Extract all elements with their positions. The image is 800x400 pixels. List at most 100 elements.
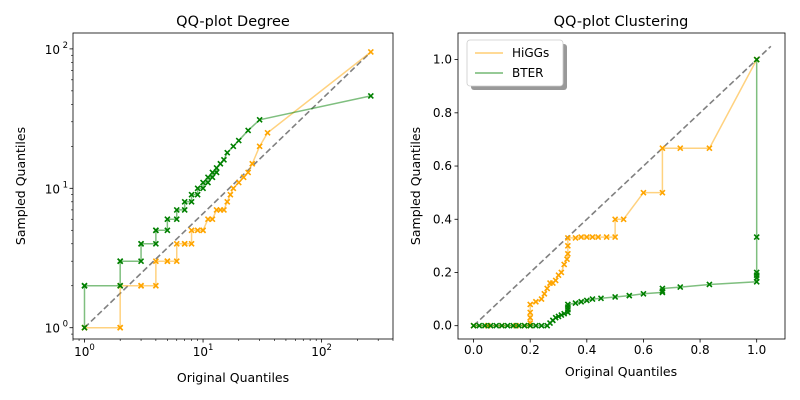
clustering-point-bter-2	[481, 322, 488, 329]
clustering-point-higgs-8	[527, 309, 534, 316]
clustering-point-higgs-18	[558, 269, 565, 276]
degree-point-bter-19	[188, 191, 195, 198]
clustering-x-tick-label-1: 0.2	[521, 343, 540, 357]
clustering-point-bter-7	[510, 322, 517, 329]
degree-point-bter-17	[181, 198, 188, 205]
degree-point-higgs-20	[204, 216, 212, 223]
clustering-y-tick-label-5: 1.0	[433, 53, 452, 67]
degree-series-line-bter	[83, 95, 371, 328]
clustering-point-higgs-36	[677, 145, 684, 152]
degree-x-tick-label-2: 102	[311, 343, 332, 359]
degree-point-higgs-3	[117, 324, 124, 331]
clustering-y-tick-label-2: 0.4	[433, 212, 452, 226]
degree-point-bter-32	[224, 149, 231, 156]
degree-y-tick-exponent-1: 1	[63, 180, 68, 190]
degree-data-layer	[81, 48, 374, 331]
degree-point-bter-3	[117, 282, 124, 289]
clustering-point-higgs-7	[527, 314, 534, 321]
degree-point-higgs-8	[152, 258, 159, 265]
clustering-point-higgs-28	[595, 234, 602, 241]
degree-x-tick-label-0: 100	[74, 343, 95, 359]
degree-point-bter-35	[245, 127, 252, 134]
degree-point-bter-25	[204, 174, 212, 181]
degree-point-higgs-24	[220, 206, 227, 213]
degree-point-higgs-30	[245, 169, 252, 176]
clustering-y-tick-label-3: 0.6	[433, 159, 452, 173]
degree-point-bter-18	[188, 198, 195, 205]
degree-y-tick-label-2: 10	[45, 43, 60, 57]
degree-point-bter-9	[152, 240, 159, 247]
clustering-y-tick-label-4: 0.8	[433, 106, 452, 120]
clustering-point-higgs-12	[541, 290, 548, 297]
degree-point-higgs-7	[152, 282, 159, 289]
degree-point-bter-21	[194, 185, 201, 192]
clustering-point-bter-8	[515, 322, 522, 329]
clustering-point-bter-1	[476, 322, 483, 329]
degree-point-bter-34	[235, 137, 242, 144]
degree-point-higgs-27	[230, 185, 237, 192]
degree-point-higgs-19	[199, 227, 207, 234]
degree-point-higgs-12	[173, 240, 180, 247]
degree-point-higgs-28	[235, 179, 242, 186]
clustering-point-bter-42	[753, 56, 760, 63]
degree-point-bter-36	[256, 116, 263, 123]
legend-box	[466, 39, 564, 87]
degree-plot-frame	[72, 32, 394, 340]
clustering-tick-layer: 0.0 0.2 0.4 0.6 0.8 1.0 0.0 0.2 0.4 0.6 0.8 1.0	[433, 53, 766, 357]
clustering-x-tick-label-2: 0.4	[577, 343, 596, 357]
clustering-point-higgs-19	[561, 261, 568, 268]
degree-y-tick-exponent-2: 2	[63, 41, 68, 51]
clustering-point-bter-40	[753, 269, 760, 276]
clustering-point-higgs-31	[612, 216, 619, 223]
degree-point-bter-13	[164, 216, 171, 223]
degree-point-bter-6	[137, 258, 145, 265]
degree-point-bter-20	[194, 191, 201, 198]
clustering-y-tick-label-0: 0.0	[433, 319, 452, 333]
degree-point-higgs-6	[137, 282, 145, 289]
degree-point-higgs-31	[249, 160, 256, 167]
clustering-x-axis-label: Original Quantiles	[565, 364, 677, 379]
clustering-point-higgs-22	[564, 242, 571, 249]
clustering-point-bter-23	[564, 301, 571, 308]
degree-y-tick-label-1: 10	[45, 182, 60, 196]
clustering-point-higgs-33	[640, 189, 647, 196]
clustering-point-higgs-37	[706, 145, 713, 152]
clustering-chart-title: QQ-plot Clustering	[554, 14, 689, 30]
clustering-point-bter-25	[578, 298, 585, 305]
clustering-point-higgs-25	[578, 234, 585, 241]
clustering-point-bter-36	[706, 281, 713, 288]
clustering-point-higgs-26	[583, 234, 590, 241]
clustering-data-layer	[470, 45, 772, 329]
clustering-point-higgs-32	[620, 216, 627, 223]
degree-point-bter-11	[152, 227, 159, 234]
clustering-point-bter-30	[626, 292, 633, 299]
clustering-point-higgs-9	[527, 301, 534, 308]
degree-point-bter-2	[81, 282, 88, 289]
degree-point-higgs-15	[188, 240, 195, 247]
clustering-point-higgs-29	[603, 234, 610, 241]
clustering-point-bter-28	[597, 295, 605, 302]
clustering-reference-diagonal	[473, 45, 772, 327]
clustering-point-bter-24	[572, 300, 579, 307]
degree-point-bter-16	[181, 206, 188, 213]
degree-point-higgs-14	[181, 240, 188, 247]
clustering-point-bter-3	[487, 322, 494, 329]
degree-point-bter-33	[230, 143, 237, 150]
clustering-point-higgs-13	[544, 285, 551, 292]
clustering-point-bter-4	[493, 322, 500, 329]
clustering-x-tick-label-5: 1.0	[747, 343, 766, 357]
degree-point-higgs-33	[264, 129, 271, 136]
clustering-point-bter-10	[527, 322, 534, 329]
degree-chart-title: QQ-plot Degree	[176, 14, 290, 30]
clustering-point-higgs-30	[612, 234, 619, 241]
degree-x-tick-label-1: 101	[193, 343, 214, 359]
degree-point-higgs-17	[194, 227, 201, 234]
clustering-point-bter-9	[521, 322, 528, 329]
legend: HiGGs BTER	[466, 39, 567, 90]
degree-point-bter-22	[199, 185, 207, 192]
degree-y-tick-label-0: 10	[45, 322, 60, 336]
degree-point-bter-28	[213, 169, 220, 176]
